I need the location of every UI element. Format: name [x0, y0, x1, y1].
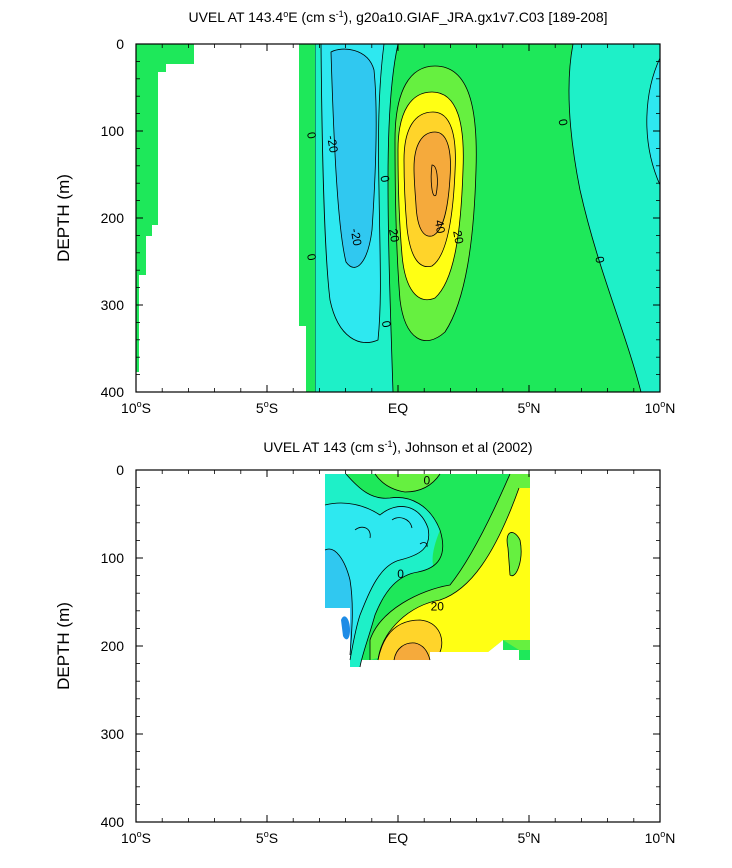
- contour-label: -20: [348, 227, 365, 247]
- bottom-contour-labels: 0 0 20: [397, 474, 444, 614]
- land-west-edge: [299, 44, 315, 392]
- ytick-label: 400: [101, 814, 125, 830]
- xtick-label: 10oS: [121, 829, 151, 846]
- top-contour-fill: [314, 44, 660, 392]
- xtick-label: 10oS: [121, 399, 151, 416]
- contour-label: -20: [324, 134, 341, 154]
- contour-label: 0: [423, 474, 430, 488]
- contour-label: 0: [304, 253, 319, 262]
- contour-label: 0: [592, 255, 607, 264]
- ytick-label: 200: [101, 638, 125, 654]
- contour-label: 20: [450, 229, 466, 245]
- top-panel-title: UVEL AT 143.4oE (cm s-1), g20a10.GIAF_JR…: [188, 9, 607, 25]
- ytick-label: 300: [101, 726, 125, 742]
- obs-yellow-band: [378, 488, 530, 660]
- xtick-label: 5oN: [518, 399, 541, 416]
- xtick-label: 5oS: [256, 829, 278, 846]
- ytick-label: 0: [116, 462, 124, 478]
- contour-label: 0: [379, 320, 394, 329]
- ytick-label: 400: [101, 384, 125, 400]
- ytick-label: 0: [116, 36, 124, 52]
- xtick-label: 10oN: [645, 399, 676, 416]
- xtick-label: 5oN: [518, 829, 541, 846]
- xtick-label: 10oN: [645, 829, 676, 846]
- top-ylabel: DEPTH (m): [54, 174, 73, 262]
- contour-label: 20: [386, 228, 402, 244]
- contour-label: 0: [397, 567, 404, 581]
- contour-label: 20: [431, 599, 445, 613]
- ytick-label: 100: [101, 550, 125, 566]
- obs-green-tongue: [346, 474, 510, 585]
- top-contour-lines: [314, 43, 661, 393]
- obs-orange-blob: [394, 642, 430, 660]
- bottom-panel-title: UVEL AT 143 (cm s-1), Johnson et al (200…: [263, 439, 532, 455]
- bottom-ylabel: DEPTH (m): [54, 602, 73, 690]
- obs-blue-west: [325, 549, 353, 655]
- contour-label: 0: [304, 131, 319, 140]
- land-west-strip: [136, 44, 194, 372]
- contour-label: 0: [377, 174, 392, 183]
- ytick-label: 200: [101, 210, 125, 226]
- fill-blue-west: [331, 49, 377, 268]
- top-panel: UVEL AT 143.4oE (cm s-1), g20a10.GIAF_JR…: [54, 9, 675, 416]
- ytick-label: 300: [101, 297, 125, 313]
- xtick-label: 5oS: [256, 399, 278, 416]
- ytick-label: 100: [101, 123, 125, 139]
- xtick-label: EQ: [388, 400, 408, 416]
- bottom-contour-fill: [325, 474, 530, 667]
- contour-label: 0: [556, 118, 571, 127]
- fill-orange-core: [414, 132, 451, 237]
- bottom-panel: UVEL AT 143 (cm s-1), Johnson et al (200…: [54, 439, 675, 846]
- obs-darkblue-west: [341, 616, 350, 640]
- fill-aqua-east: [568, 44, 660, 392]
- top-land-mask: [136, 44, 315, 392]
- contour-label: 40: [432, 219, 448, 235]
- bottom-contour-lines: [324, 473, 522, 668]
- xtick-label: EQ: [388, 830, 408, 846]
- obs-east-lightgreen: [507, 532, 522, 576]
